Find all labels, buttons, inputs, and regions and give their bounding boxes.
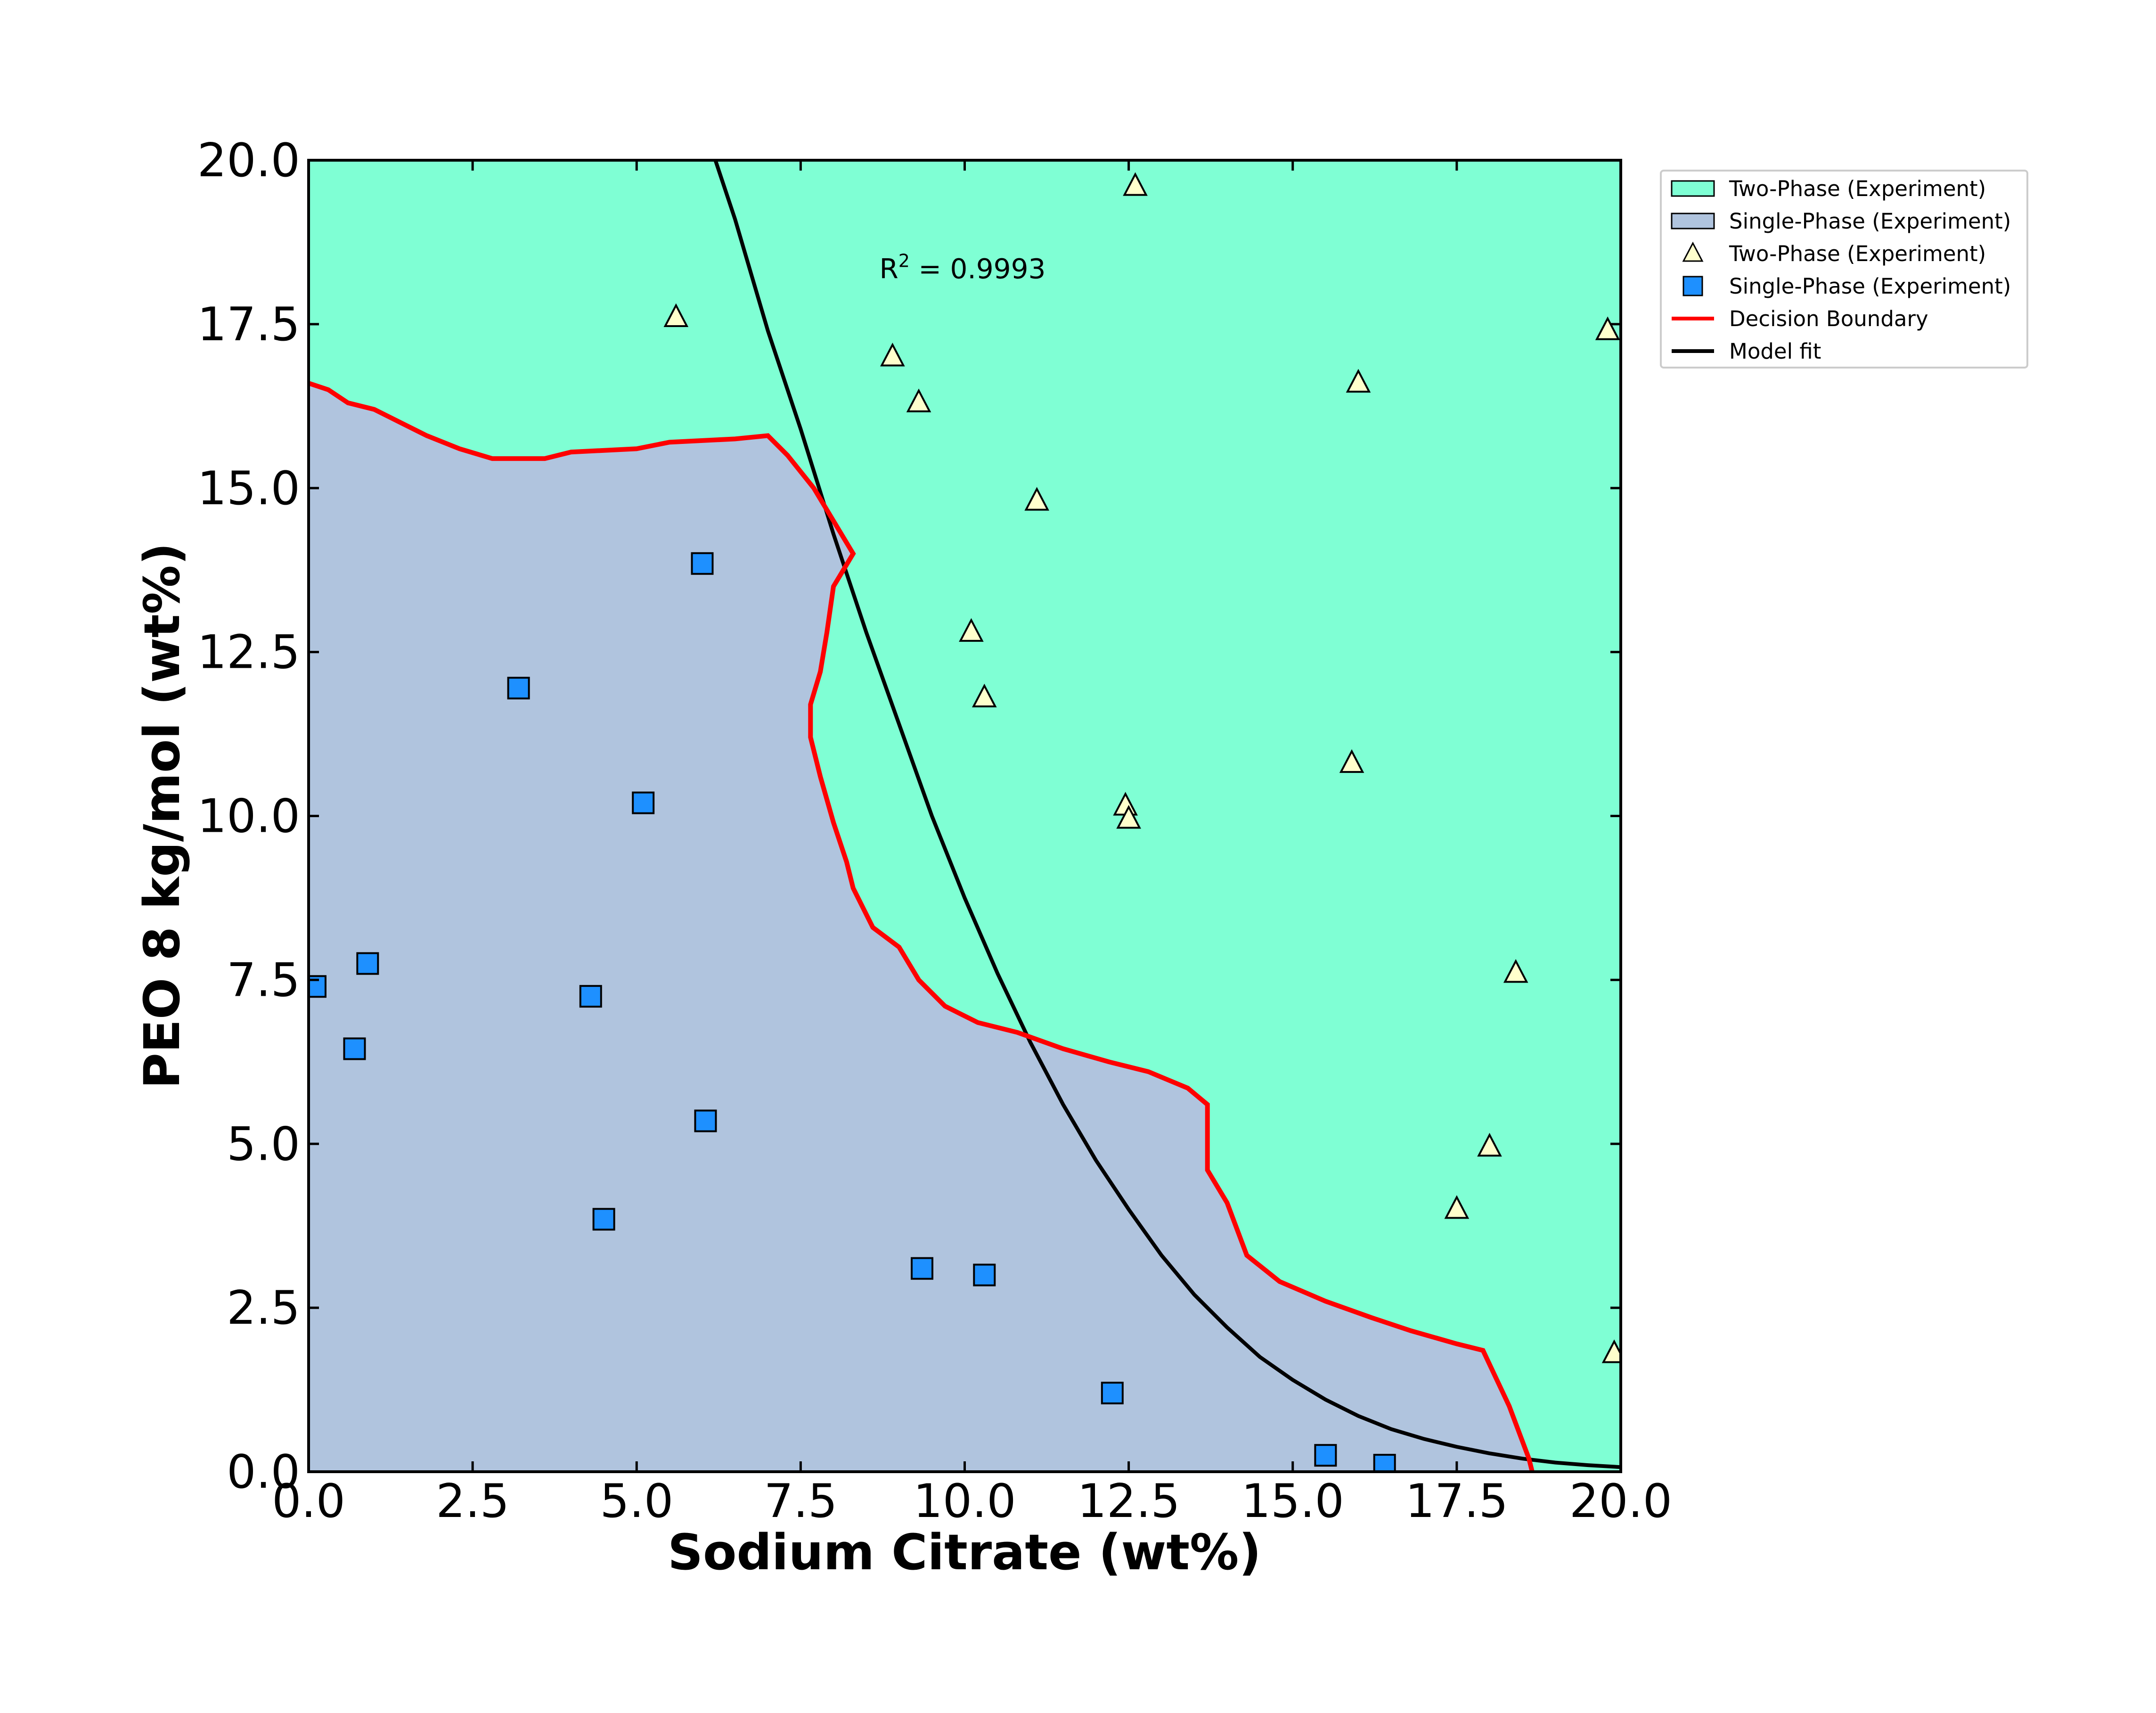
y-axis: 0.0 2.5 5.0 7.5 10.0 12.5 15.0 17.5 20.0: [197, 134, 1621, 1499]
single-phase-point: [579, 985, 602, 1008]
two-phase-point: [972, 683, 997, 708]
r-squared-value: = 0.9993: [910, 253, 1045, 285]
legend-entry: Single-Phase (Experiment): [1682, 274, 2011, 299]
legend-entry: Decision Boundary: [1672, 306, 1928, 331]
legend-triangle-marker: [1682, 241, 1704, 262]
y-tick-label: 10.0: [197, 790, 300, 844]
single-phase-point: [691, 552, 714, 575]
single-phase-point: [1373, 1454, 1396, 1472]
single-phase-region: [309, 383, 1533, 1472]
legend-square-marker: [1682, 276, 1703, 296]
x-axis-title: Sodium Citrate (wt%): [668, 1524, 1261, 1581]
single-phase-point: [592, 1208, 615, 1231]
two-phase-point: [1123, 172, 1148, 196]
x-tick-label: 5.0: [600, 1475, 673, 1528]
legend-label: Two-Phase (Experiment): [1729, 176, 1986, 201]
two-phase-point: [1477, 1132, 1502, 1157]
two-phase-point: [906, 388, 931, 412]
y-axis-title: PEO 8 kg/mol (wt%): [133, 543, 191, 1089]
single-phase-point: [356, 952, 379, 975]
legend-patch: [1671, 180, 1715, 197]
two-phase-point: [959, 618, 984, 642]
legend-label: Model fit: [1729, 339, 1821, 364]
y-tick-label: 7.5: [227, 953, 300, 1007]
legend-entry: Two-Phase (Experiment): [1682, 241, 1986, 266]
y-tick-label: 5.0: [227, 1117, 300, 1171]
two-phase-point: [1024, 487, 1049, 511]
two-phase-point: [1339, 749, 1364, 773]
plot-frame: [307, 159, 1622, 1473]
r-squared-prefix: R: [879, 253, 898, 285]
two-phase-point: [880, 343, 905, 367]
legend-entry: Two-Phase (Experiment): [1671, 176, 1986, 201]
single-phase-point: [1101, 1382, 1124, 1405]
decision-boundary-line: [309, 381, 1535, 1472]
two-phase-point: [1116, 805, 1141, 829]
legend-box: [1660, 170, 2028, 369]
two-phase-point: [1346, 369, 1371, 393]
legend-patch: [1671, 213, 1715, 229]
single-phase-point: [1314, 1444, 1337, 1467]
y-tick-label: 20.0: [197, 134, 300, 188]
x-tick-label: 0.0: [272, 1475, 345, 1528]
legend: Two-Phase (Experiment) Single-Phase (Expe…: [1660, 170, 2028, 369]
x-tick-label: 2.5: [436, 1475, 509, 1528]
single-phase-point: [507, 677, 530, 700]
y-tick-label: 15.0: [197, 462, 300, 516]
x-tick-label: 12.5: [1078, 1475, 1180, 1528]
plot-area: [309, 160, 1621, 1472]
single-phase-markers: [309, 552, 1396, 1472]
model-fit-line: [713, 160, 1621, 1469]
single-phase-point: [694, 1109, 717, 1132]
x-tick-label: 20.0: [1569, 1475, 1672, 1528]
two-phase-markers: [663, 172, 1621, 1363]
two-phase-point: [1444, 1195, 1470, 1219]
single-phase-point: [910, 1257, 933, 1280]
legend-label: Single-Phase (Experiment): [1729, 274, 2011, 299]
r-squared-superscript: 2: [898, 250, 910, 271]
x-tick-label: 7.5: [764, 1475, 837, 1528]
y-tick-label: 0.0: [227, 1445, 300, 1499]
legend-entries: Two-Phase (Experiment) Single-Phase (Expe…: [1671, 176, 2011, 364]
x-tick-label: 15.0: [1241, 1475, 1344, 1528]
x-axis: 0.0 2.5 5.0 7.5 10.0 12.5 15.0 17.5 20.0: [272, 160, 1672, 1528]
r-squared-annotation: R2 = 0.9993: [879, 250, 1045, 285]
two-phase-point: [1595, 316, 1620, 340]
legend-entry: Single-Phase (Experiment): [1671, 209, 2011, 234]
legend-label: Single-Phase (Experiment): [1729, 209, 2011, 234]
y-tick-label: 2.5: [227, 1281, 300, 1335]
legend-entry: Model fit: [1672, 339, 1821, 364]
single-phase-point: [632, 791, 655, 814]
x-tick-label: 10.0: [913, 1475, 1016, 1528]
single-phase-point: [343, 1037, 366, 1060]
x-tick-label: 17.5: [1405, 1475, 1508, 1528]
legend-label: Decision Boundary: [1729, 306, 1928, 331]
legend-label: Two-Phase (Experiment): [1729, 241, 1986, 266]
single-phase-point: [973, 1263, 996, 1287]
two-phase-point: [663, 303, 689, 327]
two-phase-point: [1503, 959, 1528, 983]
y-tick-label: 12.5: [197, 626, 300, 680]
y-tick-label: 17.5: [197, 298, 300, 352]
